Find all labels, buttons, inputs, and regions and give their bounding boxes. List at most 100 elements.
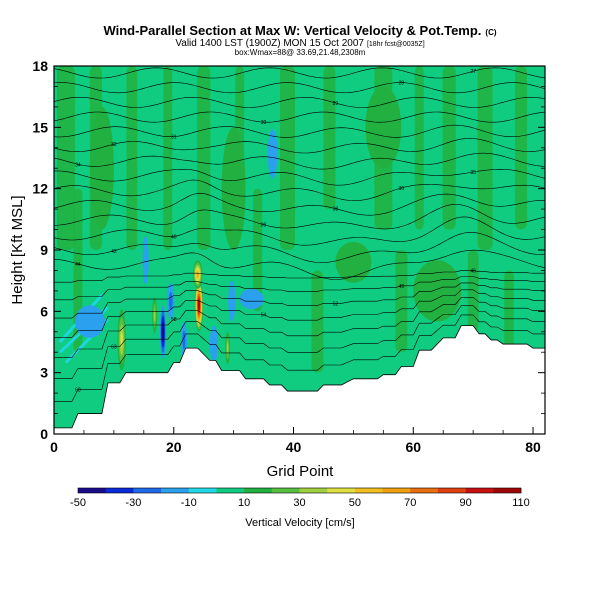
isentrope-label: 42 xyxy=(111,249,117,255)
isentrope-line xyxy=(54,124,545,138)
isentrope-label: 29 xyxy=(333,101,339,107)
isentrope-line xyxy=(54,249,545,280)
colorbar-tick-label: 110 xyxy=(512,497,530,509)
colorbar-segment xyxy=(161,488,190,493)
velocity-contour xyxy=(196,272,199,277)
isentrope-label: 40 xyxy=(171,234,177,240)
colorbar-segment xyxy=(271,488,300,493)
terrain xyxy=(54,325,545,434)
isentrope-line xyxy=(54,270,545,283)
velocity-contour xyxy=(168,291,173,311)
isentrope-line xyxy=(54,67,545,79)
colorbar-tick-label: -30 xyxy=(125,497,141,509)
colorbar-segment xyxy=(437,488,466,493)
chart-subtitle-note: [18hr fcst@0035Z] xyxy=(367,41,425,48)
velocity-band-2 xyxy=(126,66,138,250)
velocity-feature-16 xyxy=(221,127,246,250)
velocity-contour xyxy=(365,86,402,169)
velocity-band-12 xyxy=(515,66,528,230)
colorbar-frame xyxy=(77,487,522,494)
colorbar-tick-label: 90 xyxy=(460,497,472,509)
isentrope-label: 34 xyxy=(75,162,81,168)
velocity-feature-8 xyxy=(225,331,231,365)
colorbar-segment xyxy=(188,488,217,493)
colorbar-tick-label: 30 xyxy=(293,497,305,509)
isentrope-label: 44 xyxy=(75,262,81,268)
chart-title-mark: (C) xyxy=(485,28,496,37)
isentrope-label: 36 xyxy=(399,186,405,192)
velocity-feature-13 xyxy=(267,129,278,179)
colorbar-segment xyxy=(493,488,522,493)
velocity-band-18 xyxy=(311,270,324,373)
velocity-features xyxy=(74,86,462,371)
velocity-contour xyxy=(239,288,264,310)
isentrope-line xyxy=(54,204,545,230)
isentrope-line xyxy=(54,97,545,108)
velocity-feature-18 xyxy=(365,86,402,169)
isentrope-line xyxy=(54,314,545,402)
colorbar-tick-label: 50 xyxy=(349,497,361,509)
velocity-feature-12 xyxy=(142,235,149,285)
isentrope-line xyxy=(54,297,545,358)
colorbar-segment xyxy=(78,488,106,493)
isentrope-label: 26 xyxy=(75,61,81,67)
velocity-contour xyxy=(335,241,372,283)
isentrope-label: 27 xyxy=(470,69,476,75)
velocity-feature-11 xyxy=(74,305,105,338)
isentrope-line xyxy=(54,179,545,202)
velocity-contour xyxy=(74,305,105,338)
isentrope-line xyxy=(54,138,545,154)
velocity-feature-1 xyxy=(192,260,203,289)
y-tick-label: 9 xyxy=(40,242,48,258)
isentrope-line xyxy=(54,168,545,186)
x-tick-label: 60 xyxy=(405,439,421,455)
isentrope-line xyxy=(54,276,545,301)
colorbar-segment xyxy=(410,488,439,493)
velocity-feature-9 xyxy=(228,280,236,322)
isentrope-label: 49 xyxy=(399,284,405,290)
y-tick-label: 3 xyxy=(40,365,48,381)
velocity-feature-14 xyxy=(335,241,372,283)
colorbar-segment xyxy=(216,488,245,493)
x-axis-title: Grid Point xyxy=(267,463,335,480)
isentrope-label: 35 xyxy=(470,170,476,176)
isentrope-label: 32 xyxy=(111,142,117,148)
velocity-band-4 xyxy=(197,66,211,250)
isentrope-label: 46 xyxy=(470,269,476,275)
x-tick-label: 0 xyxy=(50,439,58,455)
isentrope-label: 58 xyxy=(171,317,177,323)
isentrope-line xyxy=(54,111,545,123)
colorbar: -50 -30 -10 10 30 50 70 90 110 xyxy=(70,487,530,509)
velocity-contour xyxy=(89,106,114,230)
velocity-contour xyxy=(267,129,278,179)
velocity-feature-2 xyxy=(117,309,126,371)
velocity-band-7 xyxy=(323,66,336,210)
colorbar-segment xyxy=(105,488,134,493)
plot-area: 68 63 58 54 52 49 46 44 42 40 39 38 36 35 34 32 31 30 29 28… xyxy=(54,61,545,434)
velocity-band-6 xyxy=(280,66,296,250)
velocity-band-14 xyxy=(253,188,263,312)
velocity-band-3 xyxy=(163,66,173,250)
isentrope-label: 39 xyxy=(261,223,267,229)
x-axis: 0 20 40 60 80 xyxy=(50,427,541,455)
velocity-band-10 xyxy=(442,66,456,230)
colorbar-tick-label: 70 xyxy=(404,497,416,509)
x-tick-label: 80 xyxy=(525,439,541,455)
colorbar-segment xyxy=(299,488,328,493)
colorbar-segment xyxy=(327,488,356,493)
isentrope-label: 31 xyxy=(171,135,177,141)
velocity-band-17 xyxy=(504,270,514,353)
colorbar-title: Vertical Velocity [cm/s] xyxy=(245,517,354,529)
y-tick-label: 18 xyxy=(32,58,48,74)
colorbar-tick-label: -10 xyxy=(181,497,197,509)
isentrope-label: 38 xyxy=(333,207,339,213)
y-tick-label: 15 xyxy=(32,119,48,135)
chart-subtitle-2: box:Wmax=88@ 33.69,21.48,2308m xyxy=(235,48,366,57)
colorbar-segment xyxy=(244,488,273,493)
isentrope-line xyxy=(54,305,545,379)
isentrope-line xyxy=(54,216,545,246)
velocity-feature-17 xyxy=(89,106,114,230)
velocity-feature-3 xyxy=(159,305,166,359)
y-tick-label: 12 xyxy=(32,181,48,197)
